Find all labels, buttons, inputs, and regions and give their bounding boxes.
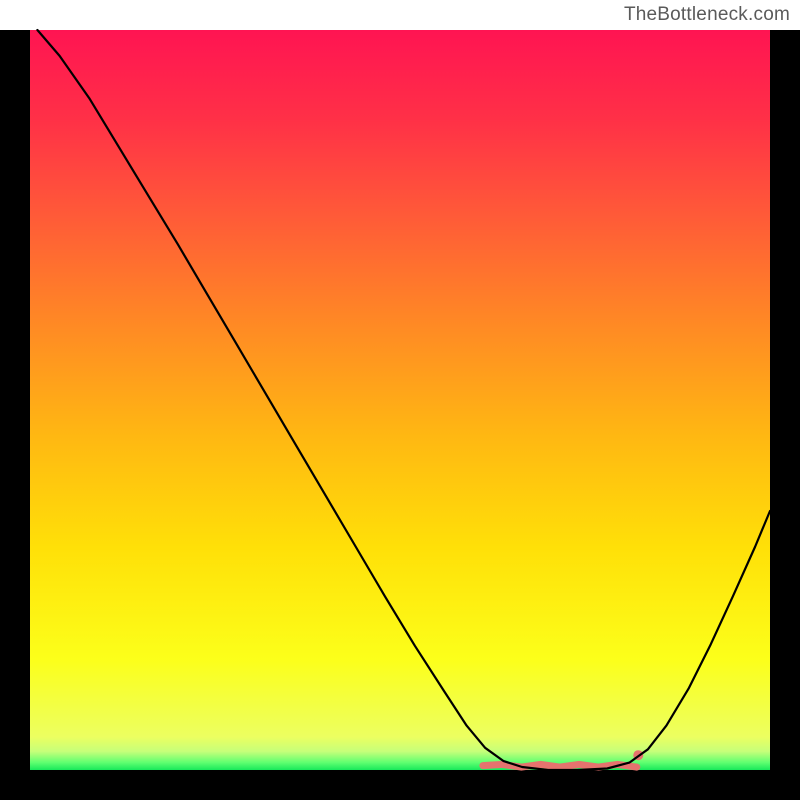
bottleneck-chart bbox=[0, 0, 800, 800]
plot-background bbox=[30, 30, 770, 770]
watermark-text: TheBottleneck.com bbox=[624, 4, 790, 26]
chart-frame: TheBottleneck.com bbox=[0, 0, 800, 800]
